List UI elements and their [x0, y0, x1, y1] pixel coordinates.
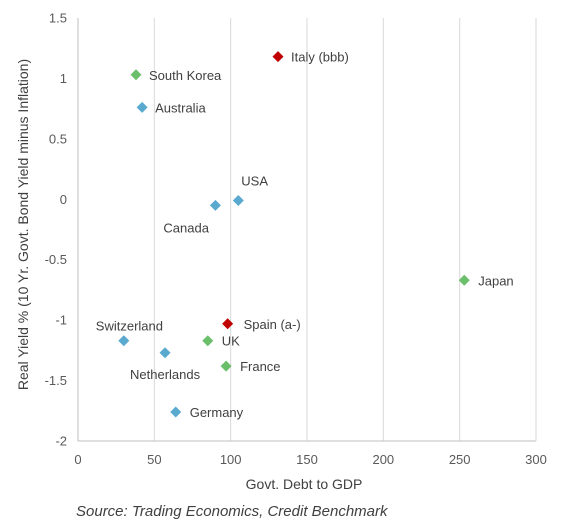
y-axis-title: Real Yield % (10 Yr. Govt. Bond Yield mi… — [15, 59, 31, 390]
data-point-marker — [232, 194, 244, 206]
y-tick-label: -1.5 — [45, 373, 67, 388]
y-tick-label: -1 — [55, 313, 67, 328]
axes — [77, 18, 536, 442]
x-tick-label: 300 — [525, 452, 547, 467]
data-point-marker — [222, 318, 234, 330]
tick-labels: 0 50 100 150 200 250 300 1.5 1 0.5 0 -0.5 -1 -1.5 -2 — [45, 11, 547, 468]
y-tick-label: -0.5 — [45, 252, 67, 267]
data-point-label: Italy (bbb) — [291, 50, 349, 65]
x-tick-label: 100 — [220, 452, 242, 467]
data-point-marker — [130, 69, 142, 81]
data-point-marker — [272, 51, 284, 63]
y-tick-label: 1.5 — [49, 11, 67, 26]
data-point-label: USA — [241, 173, 268, 188]
data-point-label: Japan — [478, 273, 513, 288]
source-note: Source: Trading Economics, Credit Benchm… — [76, 503, 389, 520]
data-point-label: Switzerland — [96, 319, 163, 334]
data-point-marker — [220, 360, 232, 372]
x-axis-title: Govt. Debt to GDP — [246, 476, 363, 492]
data-point-marker — [209, 199, 221, 211]
data-point-label: Germany — [190, 405, 244, 420]
data-point-marker — [118, 335, 130, 347]
y-tick-label: -2 — [55, 434, 67, 449]
y-tick-label: 0 — [60, 192, 67, 207]
data-point-label: Canada — [163, 220, 209, 235]
x-tick-label: 0 — [74, 452, 81, 467]
data-point-marker — [136, 101, 148, 113]
y-tick-label: 0.5 — [49, 131, 67, 146]
x-tick-label: 150 — [296, 452, 318, 467]
y-tick-label: 1 — [60, 71, 67, 86]
x-tick-label: 50 — [147, 452, 161, 467]
data-point-label: Australia — [155, 100, 206, 115]
data-point-label: Spain (a-) — [244, 317, 301, 332]
data-point-label: South Korea — [149, 68, 222, 83]
x-tick-label: 200 — [372, 452, 394, 467]
data-point-marker — [202, 335, 214, 347]
data-points — [118, 51, 470, 418]
data-point-marker — [458, 274, 470, 286]
point-labels: Italy (bbb) South Korea Australia USA Canada… — [96, 50, 514, 420]
data-point-label: UK — [222, 334, 240, 349]
data-point-label: France — [240, 359, 280, 374]
data-point-marker — [170, 406, 182, 418]
data-point-marker — [159, 347, 171, 359]
x-tick-label: 250 — [449, 452, 471, 467]
data-point-label: Netherlands — [130, 367, 201, 382]
grid-lines — [153, 18, 537, 441]
